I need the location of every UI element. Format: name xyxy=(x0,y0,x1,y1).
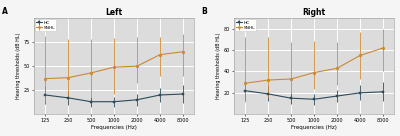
Title: Right: Right xyxy=(302,8,326,17)
Legend: HC, SNHL: HC, SNHL xyxy=(235,19,256,31)
Y-axis label: Hearing thresholds (dB HL): Hearing thresholds (dB HL) xyxy=(16,33,21,99)
Text: A: A xyxy=(2,7,8,16)
X-axis label: Frequencies (Hz): Frequencies (Hz) xyxy=(291,125,337,130)
Title: Left: Left xyxy=(106,8,123,17)
X-axis label: Frequencies (Hz): Frequencies (Hz) xyxy=(91,125,137,130)
Text: B: B xyxy=(202,7,207,16)
Legend: HC, SNHL: HC, SNHL xyxy=(35,19,56,31)
Y-axis label: Hearing thresholds (dB HL): Hearing thresholds (dB HL) xyxy=(216,33,221,99)
